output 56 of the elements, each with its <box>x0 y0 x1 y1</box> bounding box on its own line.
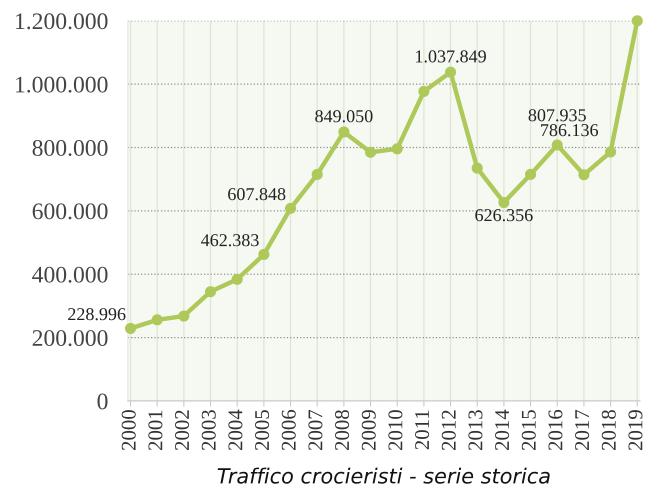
point <box>632 15 643 26</box>
point <box>204 286 216 298</box>
x-tick-label: 2008 <box>335 410 350 450</box>
point <box>312 168 323 180</box>
point <box>232 274 243 285</box>
x-tick-label: 2001 <box>148 410 162 450</box>
point <box>338 126 350 138</box>
x-tick-label: 2012 <box>442 410 456 450</box>
point <box>178 310 190 322</box>
point <box>552 139 563 151</box>
data-label: 849.050 <box>315 110 373 122</box>
x-tick-label: 2007 <box>308 410 322 450</box>
point <box>152 314 163 326</box>
data-label: 786.136 <box>541 124 598 136</box>
x-tick-label: 2019 <box>628 410 642 450</box>
x-tick-label: 2009 <box>362 410 376 450</box>
text: Traffico crocieristi - serie storica <box>218 468 550 484</box>
data-label: 807.935 <box>528 109 586 122</box>
point <box>498 196 510 208</box>
data-label: 607.848 <box>228 188 286 200</box>
x-tick-label: 2010 <box>388 410 402 450</box>
y-tick-label: 200.000 <box>32 330 108 346</box>
x-tick-label: 2004 <box>228 410 242 450</box>
x-tick-label: 2005 <box>255 410 270 450</box>
data-label: 626.356 <box>475 209 533 222</box>
x-tick-label: 2006 <box>282 410 296 450</box>
y-tick-label: 400.000 <box>32 266 108 283</box>
point <box>258 248 270 260</box>
data-label: 462.383 <box>201 234 259 246</box>
x-tick-label: 2015 <box>522 410 536 450</box>
x-tick-label: 2011 <box>415 410 430 450</box>
point <box>525 168 536 180</box>
data-label: 228.996 <box>68 308 126 320</box>
y-tick-label: 0 <box>98 393 108 410</box>
point <box>578 169 590 180</box>
point <box>124 322 136 334</box>
x-tick-label: 2000 <box>122 410 136 450</box>
x-tick-label: 2016 <box>548 410 562 450</box>
y-tick-label: 600.000 <box>32 203 108 220</box>
y-tick-label: 1.000.000 <box>16 76 108 93</box>
x-tick-label: 2018 <box>602 410 616 450</box>
point <box>364 146 376 158</box>
x-tick-label: 2013 <box>468 410 482 450</box>
point <box>392 143 403 154</box>
y-tick-label: 1.200.000 <box>16 13 108 30</box>
x-tick-label: 2017 <box>575 410 590 450</box>
x-tick-label: 2002 <box>175 410 190 450</box>
point <box>605 146 616 158</box>
y-tick-label: 800.000 <box>32 140 108 156</box>
point <box>472 162 483 174</box>
x-tick-label: 2003 <box>202 410 216 450</box>
point <box>284 202 296 214</box>
x-tick-label: 2014 <box>495 410 510 450</box>
point <box>445 66 456 78</box>
data-label: 1.037.849 <box>416 50 486 63</box>
point <box>418 86 430 97</box>
